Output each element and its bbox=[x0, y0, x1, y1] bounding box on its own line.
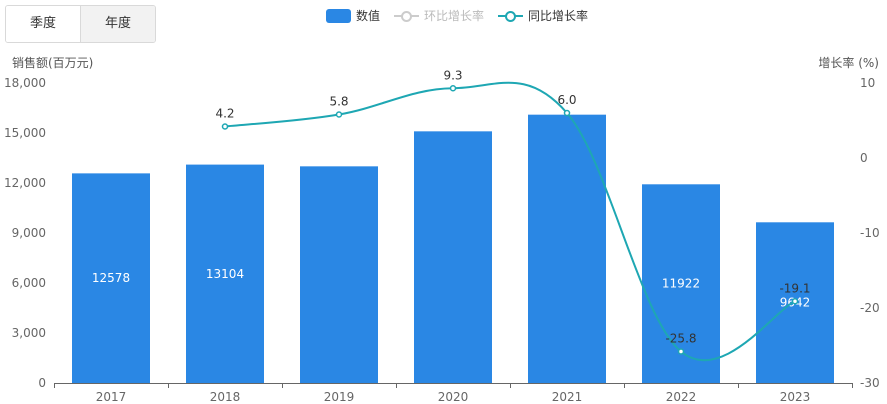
legend-line-swatch-mom bbox=[394, 9, 420, 23]
y-axis-right-title: 增长率 (%) bbox=[818, 56, 879, 70]
yoy-point bbox=[221, 123, 229, 130]
bar bbox=[300, 166, 378, 383]
y-right-tick-label: 0 bbox=[860, 151, 868, 165]
period-tabs: 季度 年度 bbox=[5, 5, 156, 43]
legend-item-mom[interactable]: 环比增长率 bbox=[394, 7, 484, 24]
x-tick-label: 2023 bbox=[780, 390, 811, 404]
x-tick-label: 2018 bbox=[210, 390, 241, 404]
chart-legend: 数值 环比增长率 同比增长率 bbox=[326, 7, 588, 24]
yoy-point-label: 6.0 bbox=[557, 93, 576, 107]
x-tick-label: 2017 bbox=[96, 390, 127, 404]
legend-line-swatch-yoy bbox=[498, 9, 524, 23]
y-right-tick-label: 10 bbox=[860, 76, 875, 90]
yoy-point-label: 4.2 bbox=[215, 107, 234, 121]
x-tick-label: 2020 bbox=[438, 390, 469, 404]
y-right-tick-label: -10 bbox=[860, 226, 880, 240]
y-tick-label: 0 bbox=[38, 376, 46, 390]
bar bbox=[186, 164, 264, 383]
bar bbox=[528, 114, 606, 384]
bar bbox=[72, 173, 150, 383]
bar-value-label: 11922 bbox=[662, 277, 700, 291]
y-right-tick-label: -30 bbox=[860, 376, 880, 390]
y-tick-label: 6,000 bbox=[12, 276, 46, 290]
x-tick-label: 2019 bbox=[324, 390, 355, 404]
legend-item-value[interactable]: 数值 bbox=[326, 7, 380, 24]
legend-label-value: 数值 bbox=[356, 9, 381, 23]
tab-yearly[interactable]: 年度 bbox=[80, 6, 155, 42]
bar-value-label: 13104 bbox=[206, 267, 244, 281]
x-tick-label: 2021 bbox=[552, 390, 583, 404]
y-tick-label: 9,000 bbox=[12, 226, 46, 240]
yoy-point-label: 5.8 bbox=[329, 95, 348, 109]
yoy-point bbox=[449, 85, 457, 92]
y-right-tick-label: -20 bbox=[860, 301, 880, 315]
y-tick-label: 15,000 bbox=[4, 126, 46, 140]
bar-value-label: 12578 bbox=[92, 271, 130, 285]
yoy-point bbox=[677, 348, 685, 355]
y-axis-title: 销售额(百万元) bbox=[12, 56, 94, 70]
yoy-point bbox=[335, 111, 343, 118]
x-tick-label: 2022 bbox=[666, 390, 697, 404]
yoy-point-label: -25.8 bbox=[665, 332, 696, 346]
legend-bar-swatch bbox=[326, 8, 351, 23]
yoy-point bbox=[791, 298, 799, 305]
yoy-point-label: 9.3 bbox=[443, 68, 462, 82]
yoy-point-label: -19.1 bbox=[779, 281, 810, 295]
y-tick-label: 18,000 bbox=[4, 76, 46, 90]
tab-quarterly[interactable]: 季度 bbox=[6, 6, 80, 42]
legend-label-yoy: 同比增长率 bbox=[528, 9, 589, 23]
bar bbox=[414, 131, 492, 383]
yoy-point bbox=[563, 109, 571, 117]
y-tick-label: 12,000 bbox=[4, 176, 46, 190]
legend-item-yoy[interactable]: 同比增长率 bbox=[498, 7, 588, 24]
legend-label-mom: 环比增长率 bbox=[424, 9, 485, 23]
y-tick-label: 3,000 bbox=[12, 326, 46, 340]
